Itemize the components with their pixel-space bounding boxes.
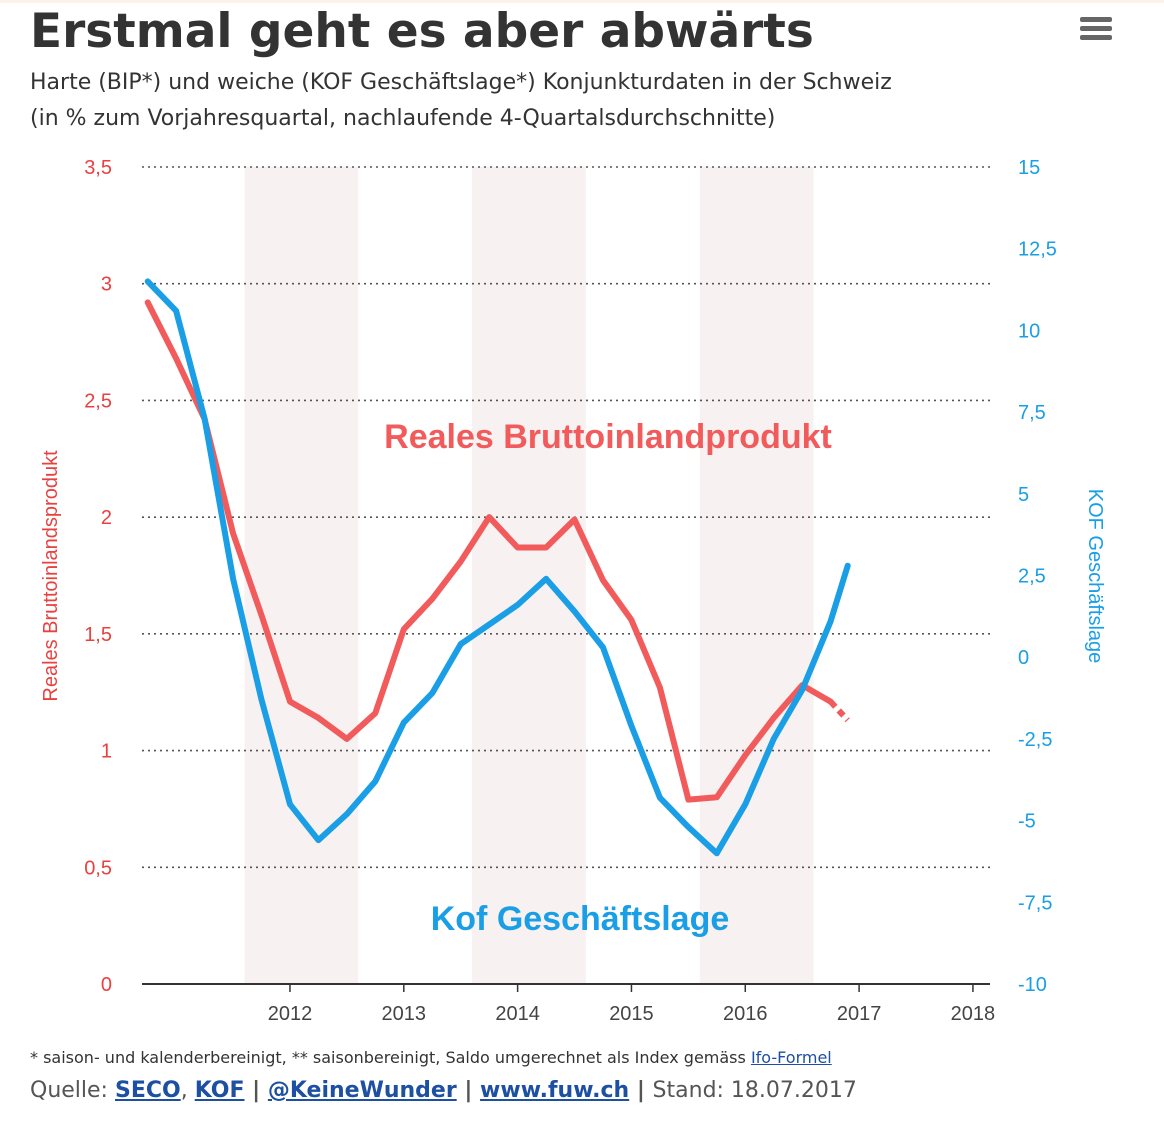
left-axis-label: Reales Bruttoinlandsprodukt <box>40 450 62 702</box>
right-tick-label: -2,5 <box>1018 729 1052 751</box>
right-tick-label: 12,5 <box>1018 239 1057 261</box>
x-tick-label: 2013 <box>382 1003 427 1025</box>
grid-lines <box>142 166 990 985</box>
right-tick-label: 2,5 <box>1018 566 1046 588</box>
annotation-bip: Reales Bruttoinlandprodukt <box>384 418 832 456</box>
annotation-kof: Kof Geschäftslage <box>431 900 730 938</box>
twitter-link[interactable]: @KeineWunder <box>267 1078 457 1103</box>
x-tick-label: 2016 <box>723 1003 768 1025</box>
shaded-periods <box>244 167 814 984</box>
menu-bar <box>1080 17 1112 22</box>
footnote-text: * saison- und kalenderbereinigt, ** sais… <box>30 1048 751 1067</box>
x-tick-label: 2018 <box>951 1003 996 1025</box>
bip-estimate-line <box>828 699 850 723</box>
fuw-link[interactable]: www.fuw.ch <box>480 1078 630 1103</box>
source-label: Quelle: <box>30 1078 115 1103</box>
right-tick-label: 10 <box>1018 320 1040 342</box>
left-tick-label: 1 <box>101 741 112 763</box>
right-tick-label: 0 <box>1018 647 1029 669</box>
seco-link[interactable]: SECO <box>114 1078 181 1103</box>
shaded-period <box>699 167 814 984</box>
kof-series-line <box>144 278 851 857</box>
right-tick-label: -10 <box>1018 974 1047 996</box>
x-tick-label: 2014 <box>495 1003 540 1025</box>
shaded-period <box>244 167 359 984</box>
left-tick-label: 3,5 <box>84 157 112 179</box>
left-tick-label: 2 <box>101 507 112 529</box>
right-axis-ticks: -10 -7,5 -5 -2,5 0 2,5 5 7,5 10 12,5 15 <box>1018 157 1057 996</box>
right-axis-label: KOF Geschäftslage <box>1084 489 1106 664</box>
separator: | <box>629 1078 653 1103</box>
footnote: * saison- und kalenderbereinigt, ** sais… <box>30 1048 832 1067</box>
menu-bar <box>1080 26 1112 31</box>
right-tick-label: 15 <box>1018 157 1040 179</box>
left-tick-label: 2,5 <box>84 390 112 412</box>
comma: , <box>180 1078 188 1103</box>
shaded-period <box>472 167 586 984</box>
chart-canvas: 0 0,5 1 1,5 2 2,5 3 3,5 -10 -7,5 -5 -2,5 0 2,5 5 7,5 10… <box>40 157 1106 1025</box>
x-axis-ticks: 2012 2013 2014 2015 2016 2017 2018 <box>268 984 995 1025</box>
left-tick-label: 1,5 <box>84 624 112 646</box>
chart-subtitle-line2: (in % zum Vorjahresquartal, nachlaufende… <box>30 106 776 131</box>
kof-link[interactable]: KOF <box>194 1078 245 1103</box>
chart-subtitle-line1: Harte (BIP*) und weiche (KOF Geschäftsla… <box>30 70 892 95</box>
left-tick-label: 3 <box>101 274 112 296</box>
left-axis-ticks: 0 0,5 1 1,5 2 2,5 3 3,5 <box>84 157 112 996</box>
chart-title: Erstmal geht es aber abwärts <box>30 4 814 59</box>
x-tick-label: 2012 <box>268 1003 313 1025</box>
left-tick-label: 0 <box>101 974 112 996</box>
x-tick-label: 2015 <box>609 1003 654 1025</box>
ifo-formel-link[interactable]: Ifo-Formel <box>750 1048 832 1067</box>
left-tick-label: 0,5 <box>84 857 112 879</box>
source-line: Quelle: SECO, KOF | @KeineWunder | www.f… <box>30 1078 857 1103</box>
hamburger-menu-icon[interactable] <box>1078 14 1114 44</box>
data-series <box>144 278 851 857</box>
separator: | <box>244 1078 268 1103</box>
separator: | <box>456 1078 481 1103</box>
stand-date: Stand: 18.07.2017 <box>652 1078 857 1103</box>
x-tick-label: 2017 <box>837 1003 882 1025</box>
bip-series-line <box>144 299 834 803</box>
right-tick-label: -7,5 <box>1018 892 1052 914</box>
right-tick-label: -5 <box>1018 811 1036 833</box>
right-tick-label: 5 <box>1018 484 1029 506</box>
right-tick-label: 7,5 <box>1018 402 1046 424</box>
menu-bar <box>1080 35 1112 40</box>
top-accent-line <box>0 0 1164 3</box>
